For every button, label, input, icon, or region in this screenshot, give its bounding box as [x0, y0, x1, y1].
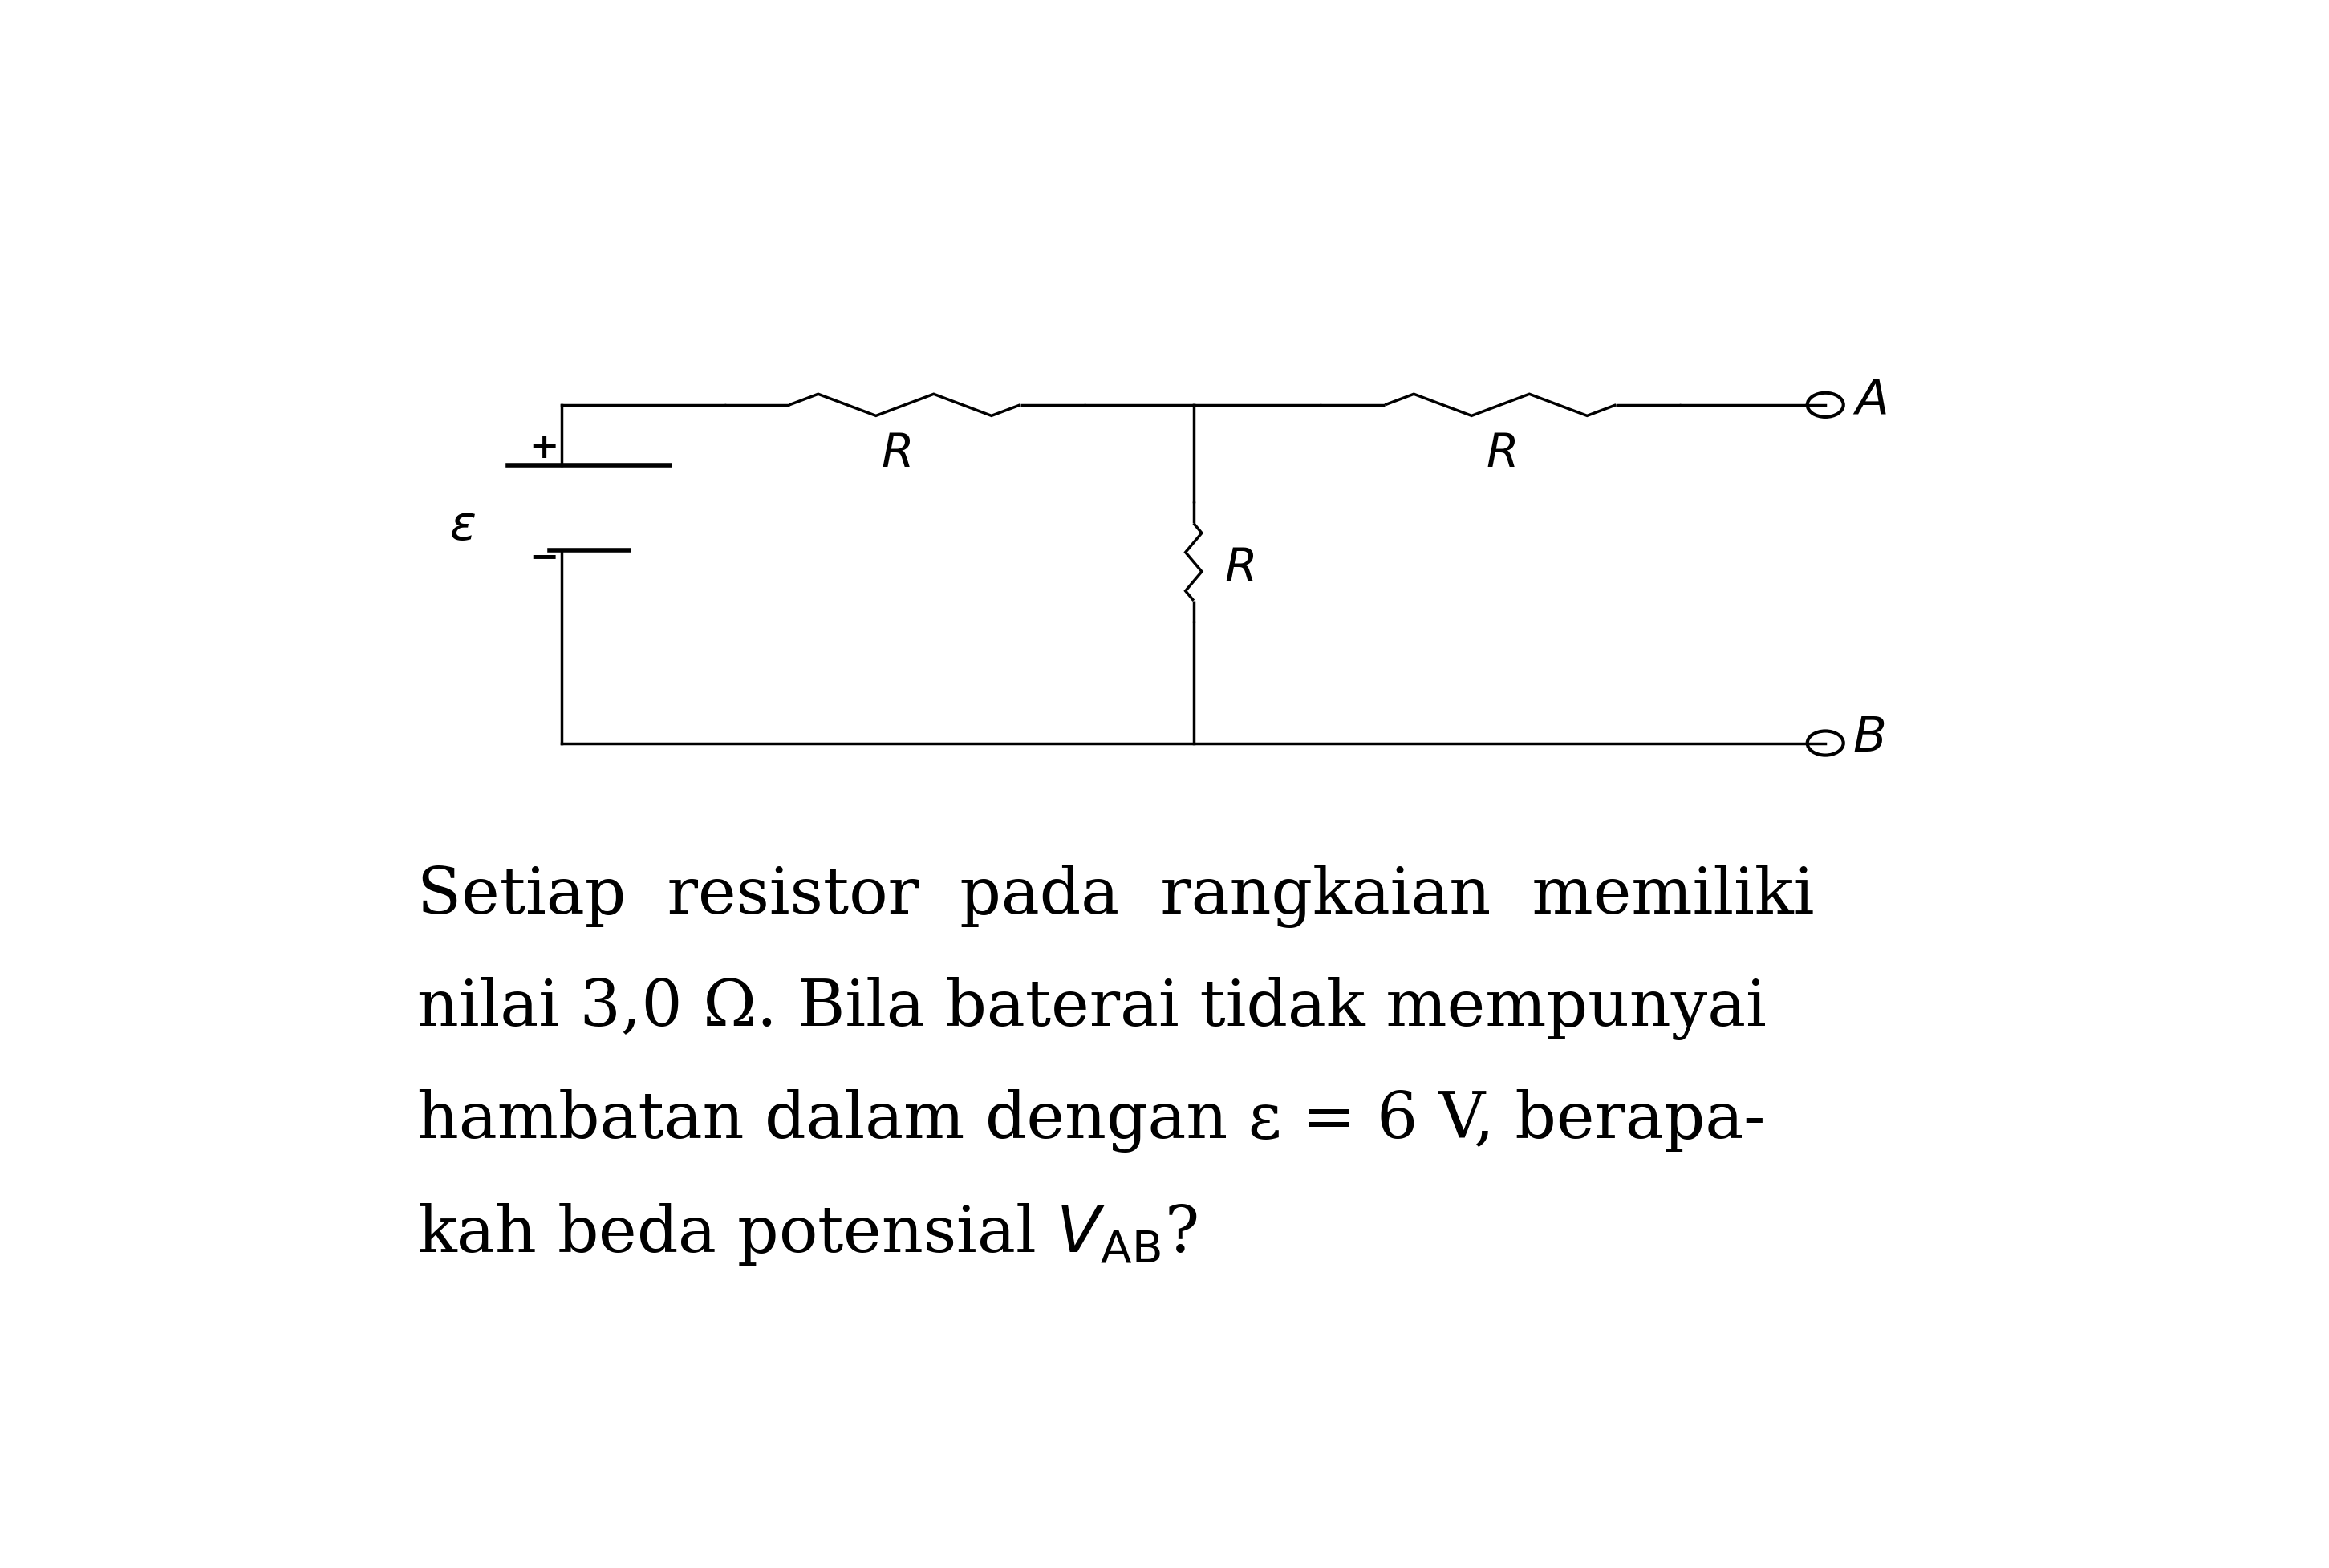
Text: $A$: $A$ [1852, 375, 1886, 423]
Text: $R$: $R$ [1223, 546, 1253, 591]
Text: nilai 3,0 Ω. Bila baterai tidak mempunyai: nilai 3,0 Ω. Bila baterai tidak mempunya… [417, 977, 1768, 1040]
Text: $R$: $R$ [1486, 431, 1516, 477]
Text: $R$: $R$ [880, 431, 911, 477]
Text: $\varepsilon$: $\varepsilon$ [449, 502, 475, 550]
Text: +: + [529, 431, 559, 466]
Text: $B$: $B$ [1852, 713, 1884, 762]
Text: hambatan dalam dengan ε = 6 V, berapa-: hambatan dalam dengan ε = 6 V, berapa- [417, 1088, 1765, 1152]
Text: Setiap  resistor  pada  rangkaian  memiliki: Setiap resistor pada rangkaian memiliki [417, 864, 1814, 928]
Text: kah beda potensial $V_{\mathrm{AB}}$?: kah beda potensial $V_{\mathrm{AB}}$? [417, 1201, 1197, 1267]
Text: −: − [529, 539, 559, 574]
